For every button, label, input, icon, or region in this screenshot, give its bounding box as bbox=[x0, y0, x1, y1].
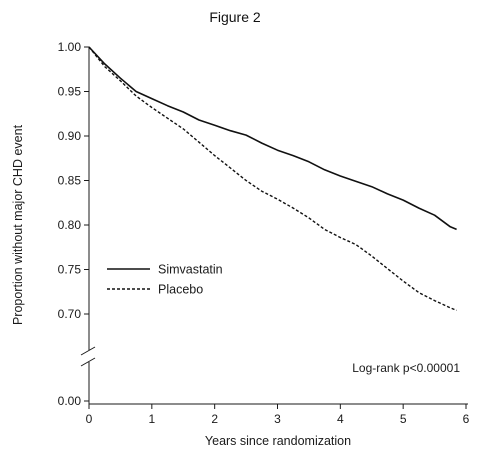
axes: 0.00 0.70 0.75 0.80 0.85 0.90 0.95 1.00 0 1 2 3 4 5 6 bbox=[58, 40, 470, 426]
x-tick-label: 3 bbox=[274, 412, 281, 426]
y-tick-label: 0.95 bbox=[58, 85, 82, 99]
series-line-simvastatin bbox=[88, 46, 457, 231]
x-tick-label: 4 bbox=[337, 412, 344, 426]
y-axis-break-mark bbox=[80, 357, 96, 367]
y-tick-label: 0.70 bbox=[58, 307, 82, 321]
y-tick-label: 0.80 bbox=[58, 218, 82, 232]
y-tick-label: 0.75 bbox=[58, 263, 82, 277]
x-tick-label: 0 bbox=[86, 412, 93, 426]
chart-title: Figure 2 bbox=[209, 9, 261, 25]
series-line-placebo bbox=[88, 46, 457, 312]
y-tick-label: 1.00 bbox=[58, 40, 82, 54]
x-tick-label: 2 bbox=[211, 412, 218, 426]
y-tick-label: 0.90 bbox=[58, 129, 82, 143]
x-tick-label: 5 bbox=[400, 412, 407, 426]
x-tick-label: 6 bbox=[463, 412, 470, 426]
y-tick-label: 0.00 bbox=[58, 394, 82, 408]
y-axis-break-mark bbox=[80, 346, 96, 356]
y-axis-title: Proportion without major CHD event bbox=[11, 124, 25, 325]
series-layer bbox=[88, 46, 457, 312]
legend-label-simvastatin: Simvastatin bbox=[158, 263, 223, 277]
x-axis-title: Years since randomization bbox=[205, 434, 351, 448]
y-tick-label: 0.85 bbox=[58, 174, 82, 188]
x-tick-label: 1 bbox=[148, 412, 155, 426]
legend-label-placebo: Placebo bbox=[158, 283, 203, 297]
log-rank-annotation: Log-rank p<0.00001 bbox=[352, 361, 460, 375]
legend: Simvastatin Placebo bbox=[107, 263, 223, 297]
